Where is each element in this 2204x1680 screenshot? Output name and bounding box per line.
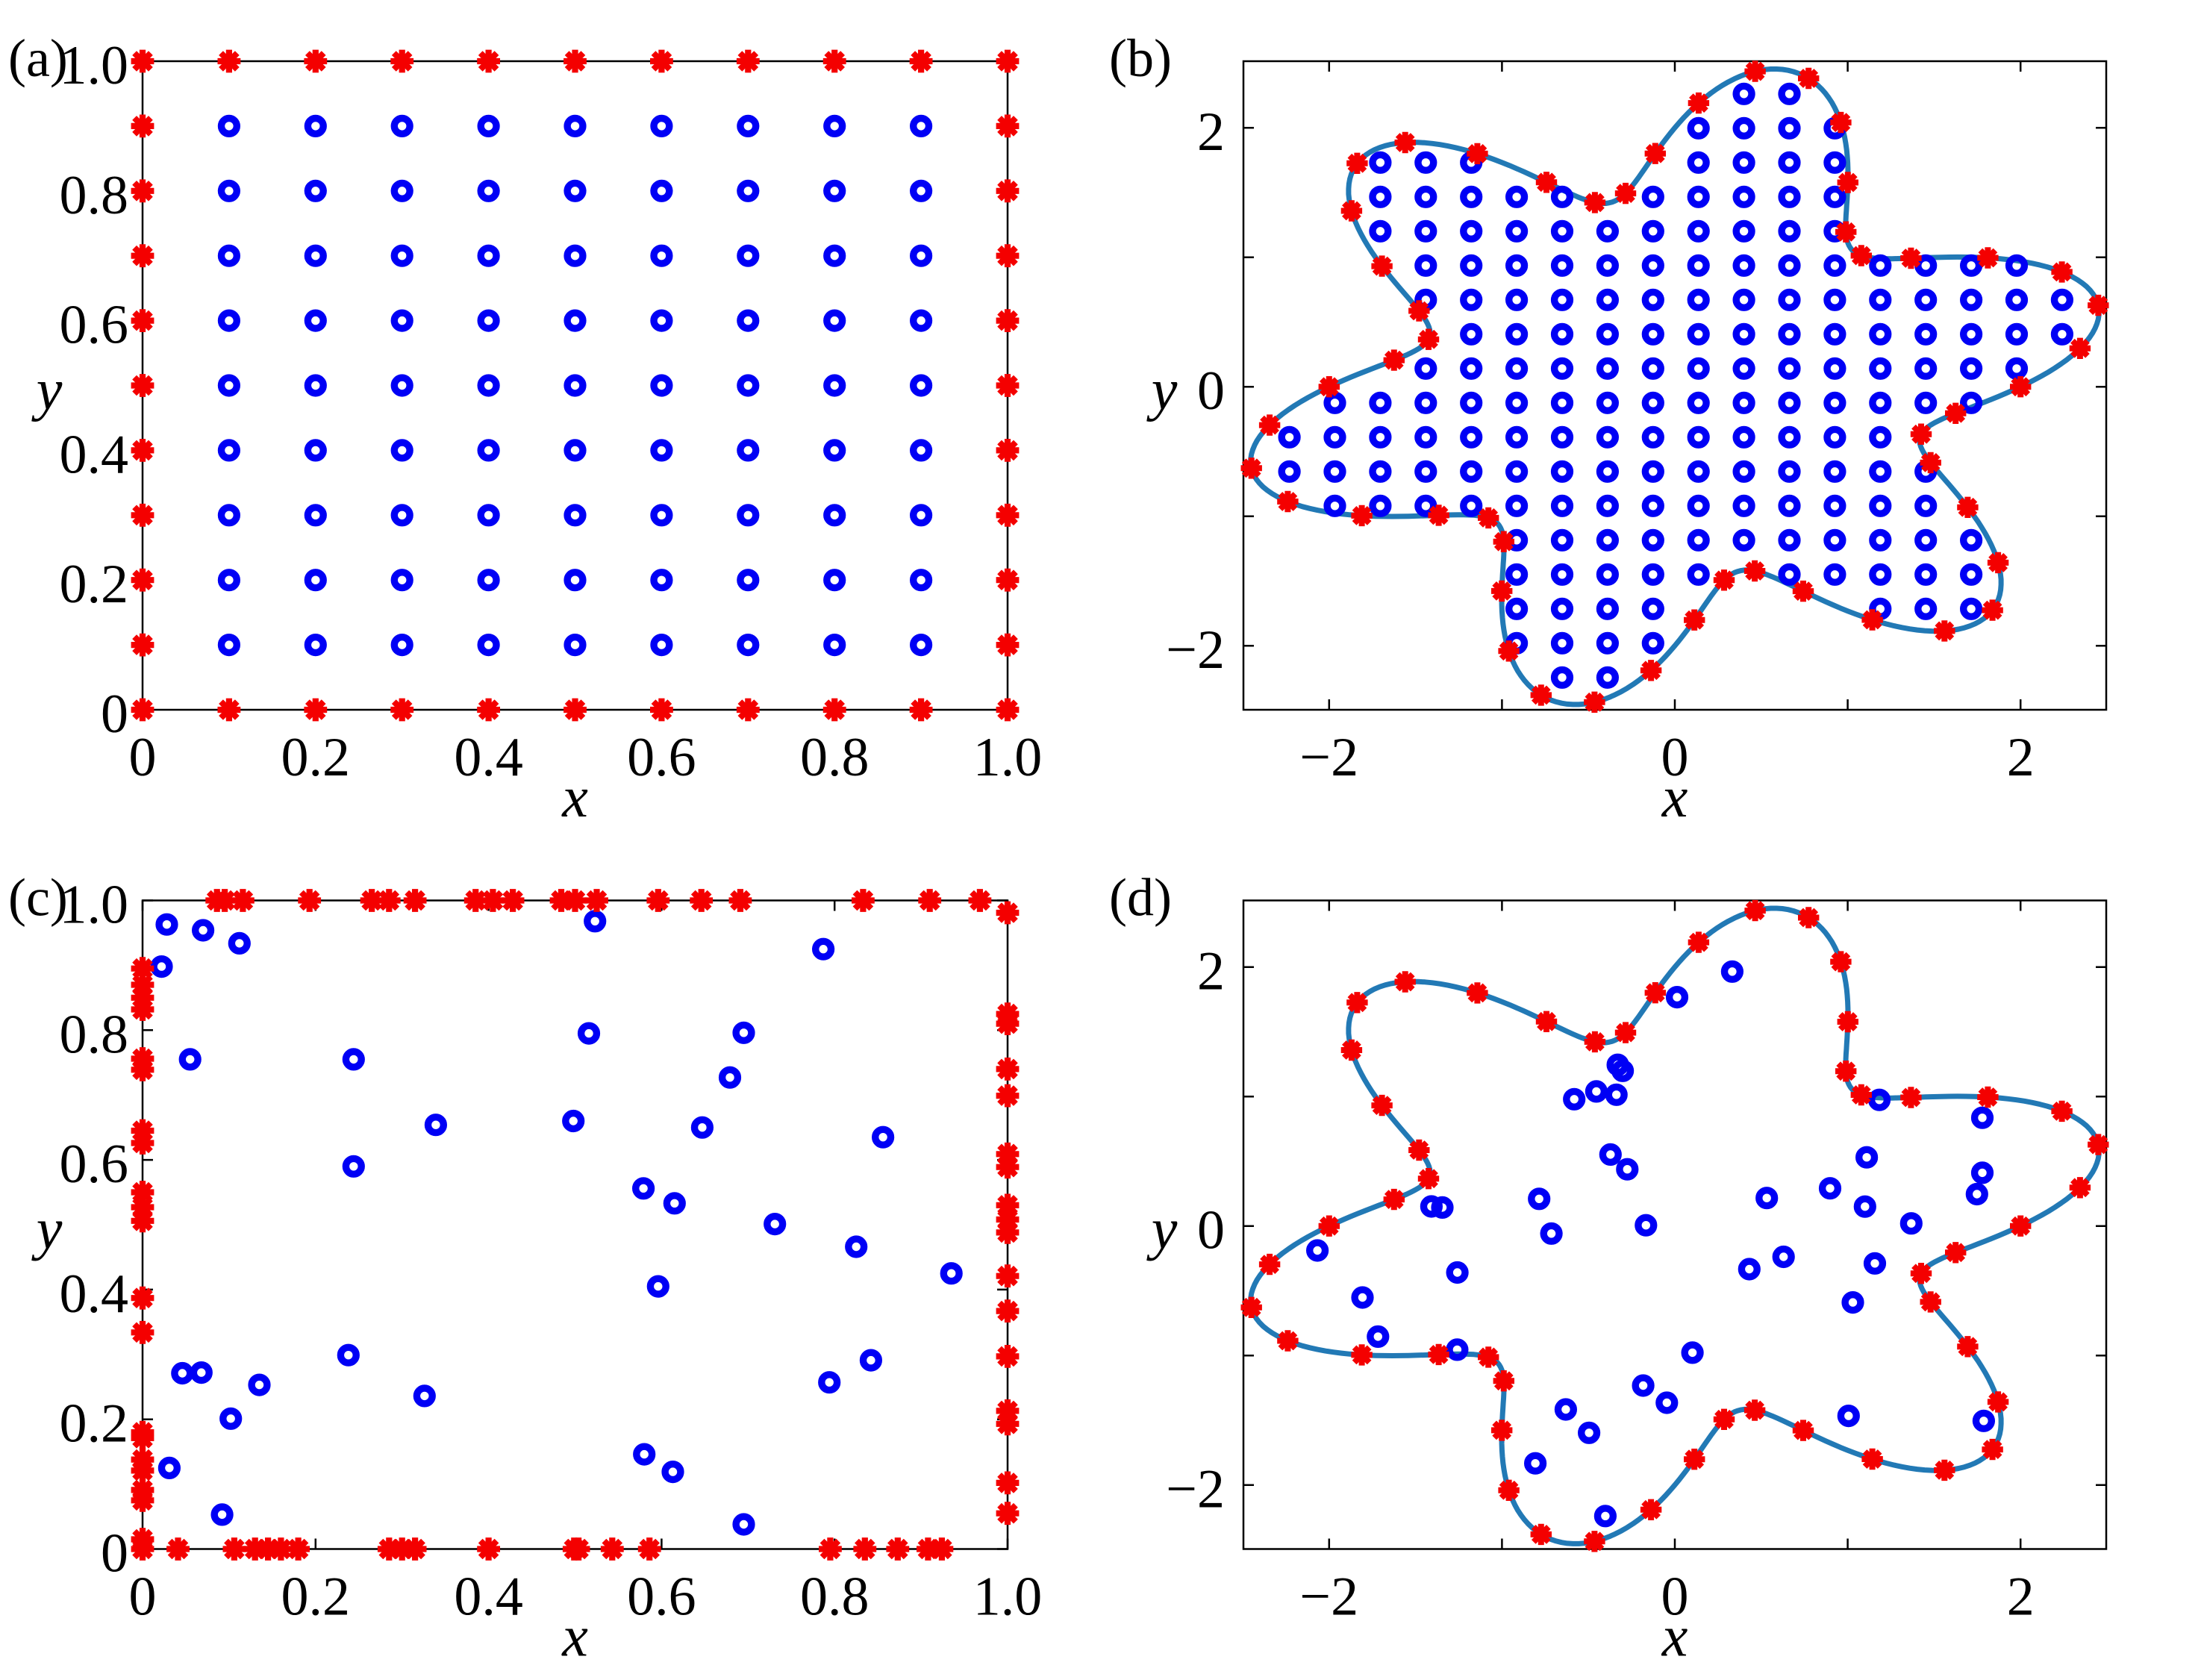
svg-text:0.4: 0.4 — [60, 424, 129, 485]
svg-text:0.4: 0.4 — [60, 1264, 129, 1325]
svg-text:0: 0 — [129, 1567, 157, 1628]
svg-text:0: 0 — [1197, 360, 1225, 422]
svg-text:0.4: 0.4 — [454, 1567, 523, 1628]
svg-text:1.0: 1.0 — [60, 875, 129, 936]
svg-text:0.8: 0.8 — [60, 165, 129, 226]
svg-text:0: 0 — [129, 727, 157, 788]
svg-text:0.6: 0.6 — [60, 295, 129, 356]
svg-text:0.8: 0.8 — [60, 1004, 129, 1065]
svg-text:0.2: 0.2 — [281, 727, 351, 788]
svg-text:2: 2 — [1197, 102, 1225, 163]
svg-text:0.2: 0.2 — [281, 1567, 351, 1628]
svg-text:0: 0 — [1197, 1200, 1225, 1261]
svg-text:y: y — [31, 357, 63, 422]
svg-text:0: 0 — [101, 684, 128, 745]
svg-text:0.8: 0.8 — [800, 727, 870, 788]
svg-text:0.4: 0.4 — [454, 727, 523, 788]
svg-text:x: x — [561, 764, 588, 829]
svg-text:1.0: 1.0 — [973, 727, 1043, 788]
svg-text:1.0: 1.0 — [60, 35, 129, 96]
svg-text:−2: −2 — [1299, 727, 1358, 788]
svg-text:y: y — [31, 1196, 63, 1261]
svg-text:y: y — [1146, 1196, 1178, 1261]
svg-text:−2: −2 — [1166, 1459, 1225, 1520]
svg-text:0.2: 0.2 — [60, 554, 129, 615]
svg-text:(a): (a) — [8, 28, 68, 88]
svg-text:y: y — [1146, 357, 1178, 422]
svg-text:0: 0 — [1661, 727, 1689, 788]
svg-text:2: 2 — [2007, 727, 2035, 788]
svg-text:(c): (c) — [8, 868, 68, 928]
svg-text:1.0: 1.0 — [973, 1567, 1043, 1628]
svg-text:x: x — [1661, 764, 1688, 829]
svg-text:0.6: 0.6 — [627, 727, 696, 788]
svg-text:x: x — [561, 1604, 588, 1669]
svg-text:−2: −2 — [1299, 1567, 1358, 1628]
svg-text:0.6: 0.6 — [627, 1567, 696, 1628]
svg-text:x: x — [1661, 1604, 1688, 1669]
svg-text:0.8: 0.8 — [800, 1567, 870, 1628]
svg-text:0: 0 — [1661, 1567, 1689, 1628]
svg-text:−2: −2 — [1166, 619, 1225, 681]
svg-text:(d): (d) — [1109, 868, 1172, 928]
svg-text:2: 2 — [2007, 1567, 2035, 1628]
svg-text:2: 2 — [1197, 941, 1225, 1002]
svg-text:0.2: 0.2 — [60, 1393, 129, 1455]
svg-text:(b): (b) — [1109, 28, 1172, 88]
svg-text:0.6: 0.6 — [60, 1134, 129, 1195]
svg-text:0: 0 — [101, 1523, 128, 1584]
